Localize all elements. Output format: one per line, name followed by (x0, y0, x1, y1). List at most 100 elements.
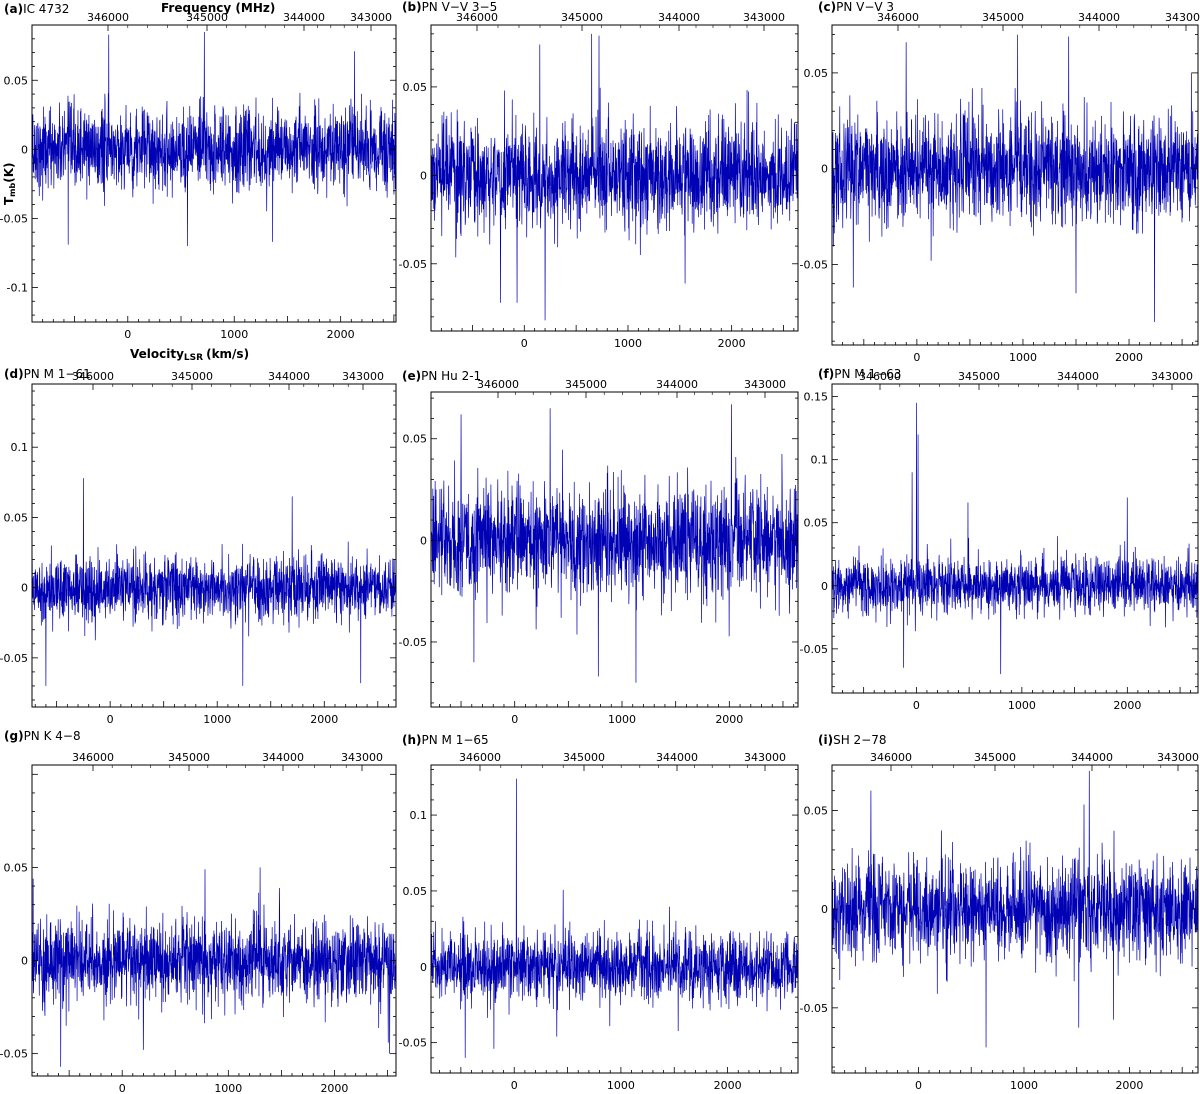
spectrum-line (32, 31, 396, 247)
spectrum-panel-3: 0 1000 2000 346000 345000 344000 343000 -0.05 0 0… (0, 367, 397, 726)
top-tick-label: 344000 (262, 751, 304, 764)
plot-frame (831, 24, 1199, 346)
plot-frame (31, 764, 397, 1077)
panel-tag: (b) (402, 0, 422, 14)
panel-name: PN Hu 2-1 (421, 369, 481, 383)
top-tick-label: 344000 (268, 370, 310, 383)
spectrum-line (832, 402, 1198, 675)
top-tick-label: 345000 (563, 751, 605, 764)
panel-tag: (i) (818, 733, 833, 747)
top-tick-label: 345000 (171, 370, 213, 383)
y-tick-label: -0.05 (800, 643, 828, 656)
top-tick-label: 343000 (350, 11, 392, 24)
spectrum-panel-6: 0 1000 2000 346000 345000 344000 343000 -0.05 0 0… (0, 729, 397, 1094)
top-tick-label: 346000 (477, 378, 519, 391)
x-tick-label: 1000 (607, 1079, 635, 1092)
x-tick-label: 0 (119, 1082, 126, 1094)
x-tick-label: 0 (913, 351, 920, 364)
y-tick-label: 0 (821, 163, 828, 176)
x-tick-label: 1000 (608, 713, 636, 726)
spectrum-line (431, 404, 798, 683)
top-tick-label: 344000 (658, 11, 700, 24)
panel-name: SH 2−78 (833, 733, 886, 747)
top-tick-label: 345000 (974, 751, 1016, 764)
y-axis-title: Tmb(K) (2, 162, 17, 205)
spectrum-line (832, 34, 1198, 323)
top-tick-label: 346000 (72, 370, 114, 383)
y-tick-label: 0.15 (804, 391, 829, 404)
panel-title: (g)PN K 4−8 (4, 729, 81, 743)
top-axis-title: Frequency (MHz) (161, 1, 275, 15)
y-tick-label: 0.05 (4, 511, 29, 524)
y-tick-label: 0 (21, 143, 28, 156)
y-tick-label: 0.05 (403, 433, 428, 446)
top-tick-label: 346000 (459, 751, 501, 764)
x-tick-label: 0 (521, 337, 528, 350)
x-tick-label: 1000 (203, 713, 231, 726)
y-tick-label: 0.05 (403, 885, 428, 898)
top-tick-label: 343000 (342, 370, 384, 383)
x-tick-label: 0 (511, 713, 518, 726)
x-tick-label: 0 (107, 713, 114, 726)
plot-frame (31, 383, 397, 708)
y-axis-title-main: T (2, 196, 16, 205)
top-tick-label: 345000 (561, 11, 603, 24)
plot-frame (831, 383, 1199, 694)
x-tick-label: 1000 (214, 1082, 242, 1094)
spectrum-line (32, 478, 396, 686)
x-tick-label: 2000 (715, 713, 743, 726)
x-tick-label: 2000 (310, 713, 338, 726)
x-tick-label: 2000 (327, 328, 355, 341)
spectrum-line (832, 770, 1198, 1048)
top-tick-label: 346000 (456, 11, 498, 24)
y-tick-label: 0.05 (403, 81, 428, 94)
top-tick-label: 346000 (859, 370, 901, 383)
top-tick-label: 346000 (877, 11, 919, 24)
spectrum-panel-5: 0 1000 2000 346000 345000 344000 343000 -0.05 0 0… (800, 367, 1199, 712)
spectrum-line (431, 778, 798, 1058)
plot-frame (31, 24, 397, 323)
spectrum-panel-4: 0 1000 2000 346000 345000 344000 343000 -0.05 0 0… (399, 369, 799, 726)
y-tick-label: -0.05 (399, 1037, 427, 1050)
y-tick-label: 0 (420, 169, 427, 182)
top-tick-label: 345000 (565, 378, 607, 391)
spectrum-panel-1: 0 1000 2000 346000 345000 344000 343000 -0.05 0 0… (399, 0, 799, 350)
x-tick-label: 0 (124, 328, 131, 341)
panel-title: (e)PN Hu 2-1 (402, 369, 481, 383)
top-tick-label: 344000 (283, 11, 325, 24)
y-axis-title-unit: (K) (2, 162, 16, 182)
bottom-axis-title-sub: LSR (184, 353, 203, 363)
y-tick-label: -0.05 (0, 212, 28, 225)
y-tick-label: -0.05 (800, 259, 828, 272)
y-tick-label: -0.1 (7, 281, 28, 294)
spectrum-panel-0: 0 1000 2000 346000 345000 344000 343000 -0.1 -0.… (0, 2, 397, 341)
y-tick-label: 0.1 (11, 441, 29, 454)
x-tick-label: 1000 (1008, 699, 1036, 712)
top-tick-label: 346000 (870, 751, 912, 764)
panel-name: PN M 1−65 (422, 733, 489, 747)
top-tick-label: 343000 (1151, 370, 1193, 383)
y-tick-label: 0 (420, 534, 427, 547)
top-tick-label: 344000 (656, 751, 698, 764)
y-tick-label: 0 (21, 582, 28, 595)
panel-name: PN V−V 3 (836, 0, 894, 14)
x-tick-label: 1000 (614, 337, 642, 350)
x-tick-label: 0 (913, 699, 920, 712)
y-tick-label: 0.05 (804, 67, 829, 80)
x-tick-label: 2000 (1115, 1079, 1143, 1092)
top-tick-label: 343000 (1157, 751, 1199, 764)
y-tick-label: 0.05 (4, 74, 29, 87)
bottom-axis-title-main: Velocity (130, 347, 184, 361)
top-tick-label: 344000 (1078, 11, 1120, 24)
panel-tag: (e) (402, 369, 421, 383)
panel-tag: (c) (818, 0, 836, 14)
plot-frame (831, 764, 1199, 1074)
x-tick-label: 2000 (320, 1082, 348, 1094)
top-tick-label: 346000 (87, 11, 129, 24)
x-tick-label: 2000 (1115, 351, 1143, 364)
y-tick-label: -0.05 (800, 1002, 828, 1015)
panel-title: (i)SH 2−78 (818, 733, 887, 747)
panel-tag: (a) (4, 2, 23, 16)
top-tick-label: 346000 (72, 751, 114, 764)
